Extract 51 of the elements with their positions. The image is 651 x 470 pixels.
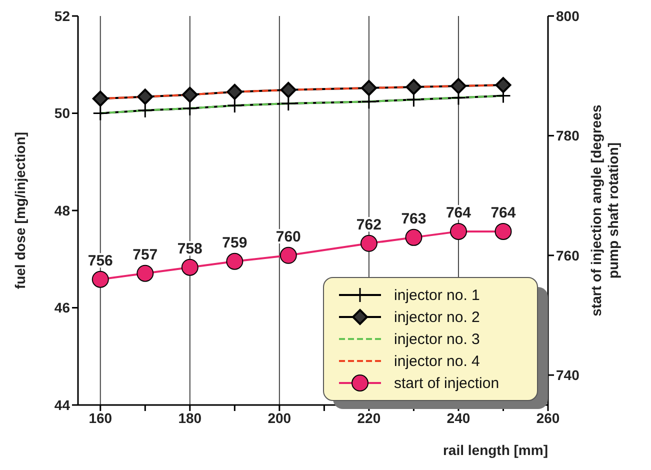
- y-axis-title: fuel dose [mg/injection]: [12, 132, 28, 290]
- x-tick-label: 160: [88, 410, 112, 426]
- point: [182, 86, 198, 103]
- point: [450, 78, 466, 94]
- legend-label: injector no. 4: [394, 352, 480, 370]
- x-axis-title: rail length [mm]: [442, 442, 548, 458]
- point: [226, 98, 242, 114]
- point: [137, 88, 154, 105]
- point: [280, 82, 296, 98]
- point: [181, 258, 198, 276]
- point: [182, 100, 198, 116]
- point: [226, 252, 244, 270]
- x-tick-label: 240: [446, 410, 470, 426]
- y-tick-label: 48: [54, 202, 70, 218]
- legend-label: injector no. 3: [394, 330, 480, 348]
- point: [406, 78, 422, 95]
- point: [136, 264, 154, 282]
- y2-tick-label: 760: [556, 247, 580, 264]
- point: [494, 222, 512, 240]
- y2-axis-title: start of injection angle [degrees pump shaft rotation]: [588, 104, 621, 316]
- y2-tick-label: 800: [556, 8, 580, 24]
- data-label: 757: [132, 246, 158, 264]
- x-tick-label: 220: [357, 410, 381, 426]
- point: [92, 270, 109, 288]
- data-label: 764: [490, 204, 516, 222]
- point: [226, 84, 243, 100]
- legend-label: start of injection: [394, 374, 500, 392]
- x-tick-label: 200: [268, 410, 292, 426]
- legend-label: injector no. 2: [394, 308, 480, 326]
- y2-tick-label: 780: [556, 128, 580, 144]
- point: [405, 228, 422, 246]
- point: [280, 246, 297, 264]
- y2-tick-label: 740: [556, 367, 580, 384]
- point: [495, 77, 512, 94]
- x-tick-label: 180: [178, 410, 202, 426]
- point: [360, 234, 378, 252]
- data-label: 763: [401, 210, 426, 228]
- data-label: 759: [222, 234, 248, 252]
- point: [137, 102, 153, 118]
- point: [360, 80, 377, 96]
- legend-label: injector no. 1: [394, 286, 480, 304]
- y-tick-label: 46: [54, 300, 70, 316]
- point: [280, 96, 296, 112]
- point: [92, 106, 108, 121]
- y-tick-label: 52: [54, 8, 70, 24]
- x-tick-label: 260: [536, 410, 560, 426]
- y-tick-label: 44: [54, 396, 70, 413]
- point: [450, 222, 467, 240]
- y-tick-label: 50: [54, 105, 70, 122]
- point: [361, 94, 377, 110]
- point: [92, 90, 108, 107]
